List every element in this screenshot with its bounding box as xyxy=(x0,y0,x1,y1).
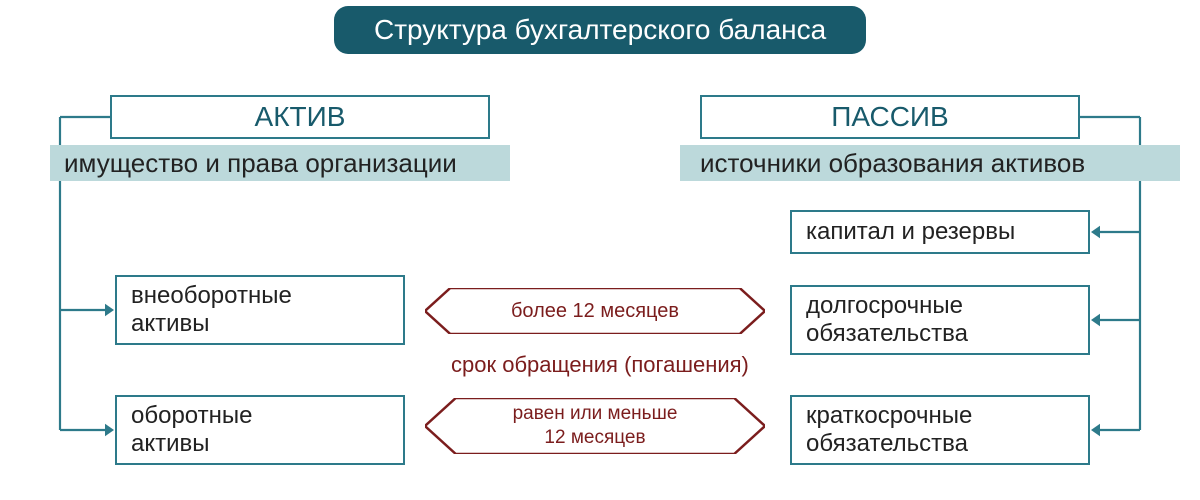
leaf-short-term-liabilities-text: краткосрочныеобязательства xyxy=(806,402,972,458)
hex-lte-12m: равен или меньше12 месяцев xyxy=(425,398,765,454)
substrip-passiv: источники образования активов xyxy=(680,145,1180,181)
header-passiv-label: ПАССИВ xyxy=(831,101,948,132)
header-box-passiv: ПАССИВ xyxy=(700,95,1080,139)
mid-caption-text: срок обращения (погашения) xyxy=(451,352,749,377)
leaf-current-assets: оборотныеактивы xyxy=(115,395,405,465)
header-aktiv-label: АКТИВ xyxy=(255,101,346,132)
leaf-non-current-assets: внеоборотныеактивы xyxy=(115,275,405,345)
leaf-non-current-assets-text: внеоборотныеактивы xyxy=(131,282,292,338)
diagram-title: Структура бухгалтерского баланса xyxy=(334,6,866,54)
leaf-current-assets-text: оборотныеактивы xyxy=(131,402,252,458)
leaf-short-term-liabilities: краткосрочныеобязательства xyxy=(790,395,1090,465)
substrip-aktiv-text: имущество и права организации xyxy=(64,148,457,178)
leaf-long-term-liabilities: долгосрочныеобязательства xyxy=(790,285,1090,355)
substrip-aktiv: имущество и права организации xyxy=(50,145,510,181)
mid-caption: срок обращения (погашения) xyxy=(451,352,749,378)
diagram-stage: { "colors": { "teal_dark": "#185a6b", "t… xyxy=(0,0,1200,500)
leaf-long-term-liabilities-text: долгосрочныеобязательства xyxy=(806,292,968,348)
hex-more-than-12m: более 12 месяцев xyxy=(425,288,765,334)
header-box-aktiv: АКТИВ xyxy=(110,95,490,139)
leaf-capital-reserves: капитал и резервы xyxy=(790,210,1090,254)
substrip-passiv-text: источники образования активов xyxy=(700,148,1085,178)
leaf-capital-reserves-text: капитал и резервы xyxy=(806,218,1015,246)
diagram-title-text: Структура бухгалтерского баланса xyxy=(374,14,826,45)
